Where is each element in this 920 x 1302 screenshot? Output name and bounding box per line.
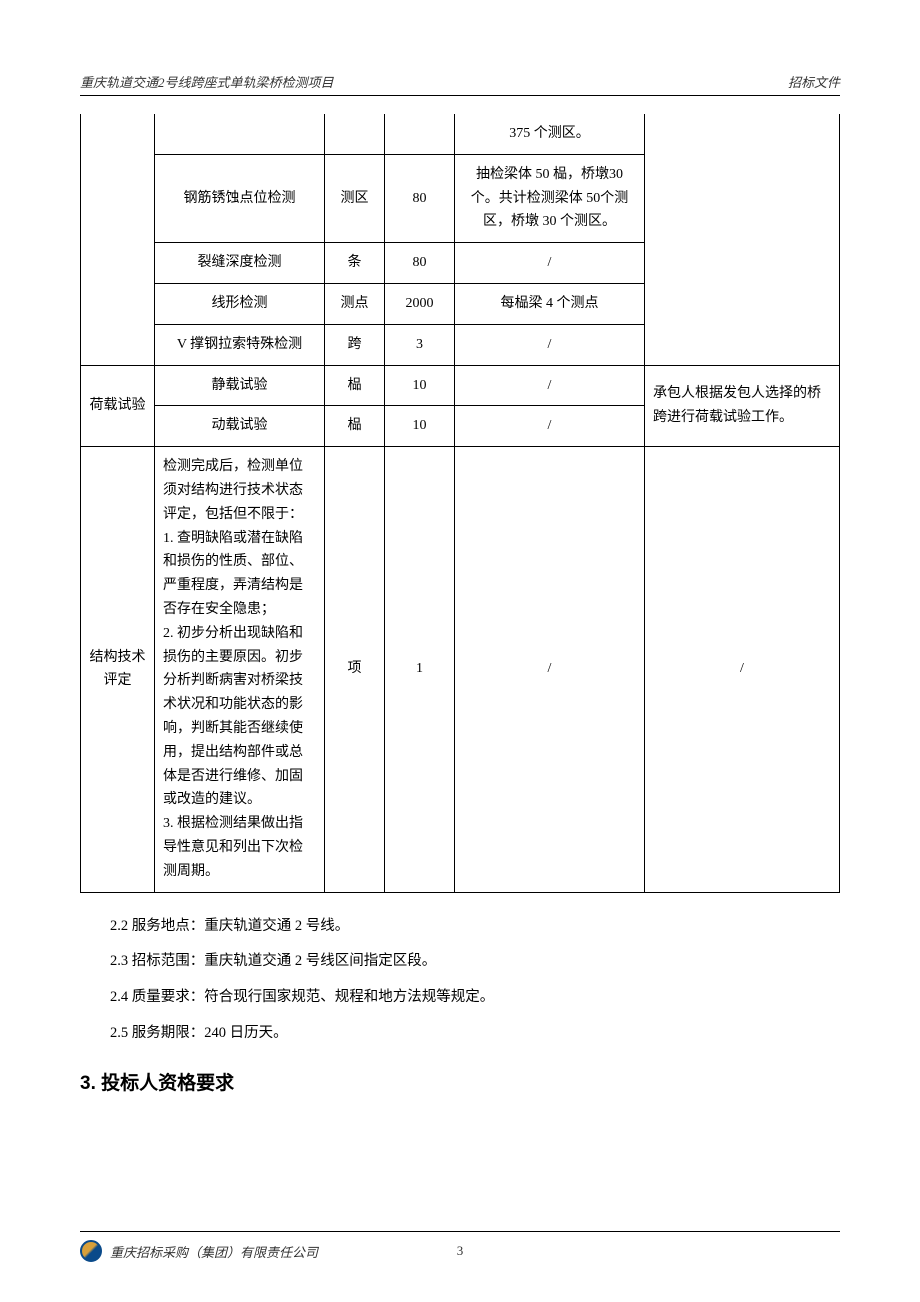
table-row: 结构技术评定检测完成后，检测单位须对结构进行技术状态评定，包括但不限于： 1. … — [81, 447, 840, 892]
table-cell: / — [455, 365, 645, 406]
table-cell: 检测完成后，检测单位须对结构进行技术状态评定，包括但不限于： 1. 查明缺陷或潜… — [155, 447, 325, 892]
table-cell — [385, 114, 455, 154]
table-cell: 测点 — [325, 283, 385, 324]
table-cell: 条 — [325, 243, 385, 284]
page-number: 3 — [457, 1243, 464, 1259]
table-row: 荷载试验静载试验榀10/承包人根据发包人选择的桥跨进行荷载试验工作。 — [81, 365, 840, 406]
body-paragraph: 2.2 服务地点：重庆轨道交通 2 号线。 — [80, 911, 840, 943]
body-paragraph: 2.4 质量要求：符合现行国家规范、规程和地方法规等规定。 — [80, 982, 840, 1014]
table-cell: 80 — [385, 243, 455, 284]
table-cell: 静载试验 — [155, 365, 325, 406]
table-cell: 线形检测 — [155, 283, 325, 324]
table-cell: 榀 — [325, 365, 385, 406]
table-cell: V 撑钢拉索特殊检测 — [155, 324, 325, 365]
table-cell: 10 — [385, 365, 455, 406]
table-cell: 榀 — [325, 406, 385, 447]
table-cell: 10 — [385, 406, 455, 447]
table-cell: 2000 — [385, 283, 455, 324]
company-logo-icon — [80, 1240, 102, 1262]
table-cell: 裂缝深度检测 — [155, 243, 325, 284]
body-paragraph: 2.3 招标范围：重庆轨道交通 2 号线区间指定区段。 — [80, 946, 840, 978]
table-cell: 动载试验 — [155, 406, 325, 447]
table-cell: 荷载试验 — [81, 365, 155, 447]
footer-rule — [80, 1231, 840, 1232]
table-cell: 钢筋锈蚀点位检测 — [155, 154, 325, 242]
table-row: 375 个测区。 — [81, 114, 840, 154]
table-cell: 80 — [385, 154, 455, 242]
table-cell — [81, 114, 155, 365]
table-cell: 测区 — [325, 154, 385, 242]
table-cell — [645, 114, 840, 365]
section-heading: 3. 投标人资格要求 — [80, 1068, 840, 1095]
table-cell: 项 — [325, 447, 385, 892]
table-cell: 抽检梁体 50 榀，桥墩30 个。共计检测梁体 50个测区，桥墩 30 个测区。 — [455, 154, 645, 242]
page-header: 重庆轨道交通2号线跨座式单轨梁桥检测项目 招标文件 — [80, 72, 840, 96]
table-cell — [325, 114, 385, 154]
table-cell: / — [645, 447, 840, 892]
header-right: 招标文件 — [788, 72, 840, 91]
table-cell: / — [455, 243, 645, 284]
body-paragraph: 2.5 服务期限：240 日历天。 — [80, 1018, 840, 1050]
table-cell: / — [455, 324, 645, 365]
header-left: 重庆轨道交通2号线跨座式单轨梁桥检测项目 — [80, 72, 334, 91]
table-cell: 结构技术评定 — [81, 447, 155, 892]
table-cell: 跨 — [325, 324, 385, 365]
page-footer: 重庆招标采购（集团）有限责任公司 3 — [80, 1240, 840, 1262]
table-cell: 每榀梁 4 个测点 — [455, 283, 645, 324]
table-cell: 1 — [385, 447, 455, 892]
table-cell: / — [455, 447, 645, 892]
table-cell: / — [455, 406, 645, 447]
table-cell: 375 个测区。 — [455, 114, 645, 154]
table-cell: 3 — [385, 324, 455, 365]
spec-table: 375 个测区。钢筋锈蚀点位检测测区80抽检梁体 50 榀，桥墩30 个。共计检… — [80, 114, 840, 893]
footer-company: 重庆招标采购（集团）有限责任公司 — [110, 1242, 318, 1261]
table-cell — [155, 114, 325, 154]
table-cell: 承包人根据发包人选择的桥跨进行荷载试验工作。 — [645, 365, 840, 447]
